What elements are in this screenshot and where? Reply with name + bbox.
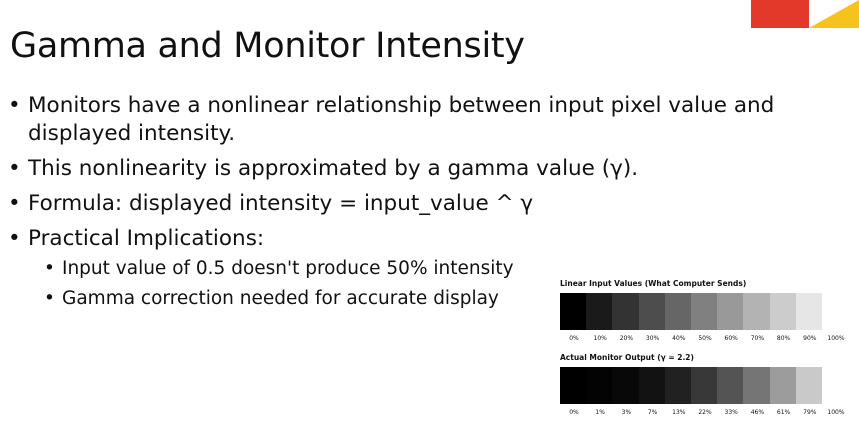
gray-swatch [691, 367, 718, 404]
gray-swatch [586, 367, 613, 404]
tick-label: 20% [619, 335, 634, 342]
gray-swatch [691, 293, 718, 330]
tick-label: 50% [698, 335, 712, 342]
accent-yellow-triangle [809, 0, 859, 28]
bullet-item: Monitors have a nonlinear relationship b… [6, 92, 806, 148]
tick-label: 7% [647, 409, 658, 416]
gray-swatch [638, 367, 665, 404]
tick-label: 61% [776, 409, 791, 416]
tick-label: 60% [724, 335, 738, 342]
gamma-gray-strip [560, 367, 823, 404]
tick-label: 80% [776, 335, 791, 342]
gray-swatch [586, 293, 613, 330]
gray-swatch [560, 293, 587, 330]
bullet-item: This nonlinearity is approximated by a g… [6, 155, 806, 183]
tick-label: 1% [595, 409, 605, 416]
bullet-item: Practical Implications: Input value of 0… [6, 225, 806, 311]
sub-bullet-item: Input value of 0.5 doesn't produce 50% i… [28, 257, 806, 281]
tick-label: 90% [803, 335, 817, 342]
gray-swatch [612, 367, 639, 404]
tick-label: 30% [645, 335, 660, 342]
gray-swatch [612, 293, 639, 330]
bullet-list: Monitors have a nonlinear relationship b… [6, 92, 806, 318]
gamma-gradient-figure: Actual Monitor Output (γ = 2.2) 0% 1% 3% 7%… [560, 353, 850, 419]
tick-label: 0% [569, 409, 579, 416]
gray-swatch [560, 367, 587, 404]
gray-swatch [743, 367, 770, 404]
gray-swatch [717, 293, 744, 330]
bullet-item: Formula: displayed intensity = input_val… [6, 190, 806, 218]
sub-bullet-item: Gamma correction needed for accurate dis… [28, 287, 806, 311]
tick-label: 10% [593, 335, 607, 342]
slide-title: Gamma and Monitor Intensity [10, 26, 525, 66]
bullet-text: Practical Implications: [28, 226, 265, 251]
linear-tick-labels: 0% 10% 20% 30% 40% 50% 60% 70% 80% 90% 100% [560, 335, 850, 345]
sub-bullet-list: Input value of 0.5 doesn't produce 50% i… [28, 257, 806, 311]
tick-label: 46% [750, 409, 765, 416]
tick-label: 70% [750, 335, 765, 342]
gray-swatch [769, 367, 796, 404]
tick-label: 33% [724, 409, 738, 416]
gray-swatch [795, 367, 823, 404]
gamma-tick-labels: 0% 1% 3% 7% 13% 22% 33% 46% 61% 79% 100% [560, 409, 850, 419]
gray-swatch [638, 293, 665, 330]
linear-gray-strip [560, 293, 823, 330]
tick-label: 13% [672, 409, 686, 416]
gray-swatch [717, 367, 744, 404]
gray-swatch [664, 293, 692, 330]
tick-label: 100% [827, 409, 845, 416]
gamma-strip-title: Actual Monitor Output (γ = 2.2) [560, 353, 694, 362]
linear-gradient-figure: Linear Input Values (What Computer Sends… [560, 279, 850, 345]
linear-strip-title: Linear Input Values (What Computer Sends… [560, 279, 747, 288]
tick-label: 3% [621, 409, 632, 416]
tick-label: 40% [672, 335, 686, 342]
gray-swatch [743, 293, 770, 330]
tick-label: 0% [569, 335, 579, 342]
gray-swatch [664, 367, 692, 404]
tick-label: 79% [803, 409, 817, 416]
tick-label: 100% [827, 335, 845, 342]
gray-swatch [769, 293, 796, 330]
accent-red-block [751, 0, 809, 28]
gray-swatch [795, 293, 823, 330]
tick-label: 22% [698, 409, 712, 416]
